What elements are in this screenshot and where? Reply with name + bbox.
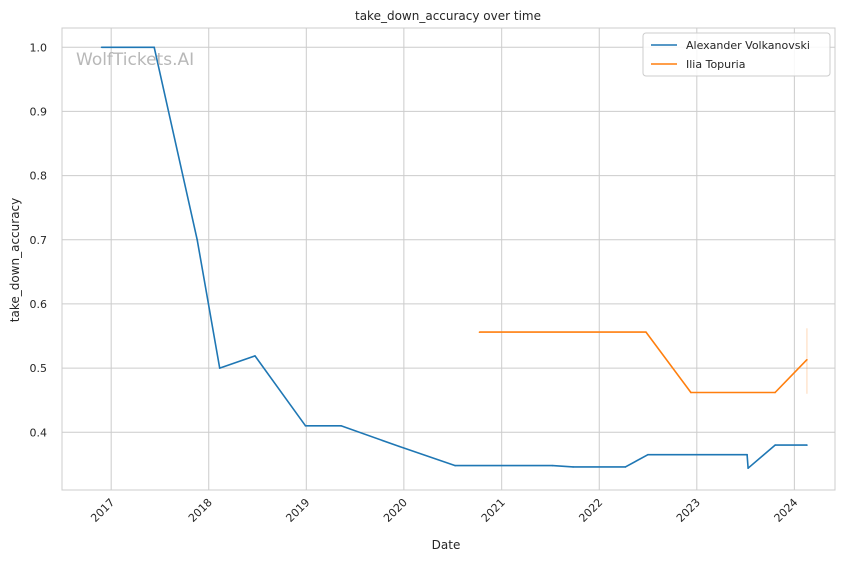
data-point-alexander-volkanovski	[218, 367, 221, 369]
y-tick-label: 0.6	[30, 298, 48, 311]
data-point-alexander-volkanovski	[254, 355, 256, 357]
data-point-alexander-volkanovski	[624, 466, 627, 468]
data-point-alexander-volkanovski	[398, 445, 400, 448]
legend-label-alexander-volkanovski: Alexander Volkanovski	[686, 39, 810, 52]
y-tick-label: 0.8	[30, 170, 48, 183]
data-point-ilia-topuria	[806, 358, 808, 361]
data-point-alexander-volkanovski	[746, 453, 748, 456]
data-point-alexander-volkanovski	[572, 466, 574, 468]
data-point-alexander-volkanovski	[806, 444, 808, 446]
data-point-ilia-topuria	[478, 331, 481, 333]
y-tick-label: 0.4	[30, 426, 48, 439]
data-point-alexander-volkanovski	[304, 425, 307, 427]
legend: Alexander Volkanovski Ilia Topuria	[642, 32, 831, 77]
data-point-alexander-volkanovski	[196, 238, 199, 241]
data-point-ilia-topuria	[645, 331, 647, 333]
watermark-text: WolfTickets.AI	[76, 50, 194, 70]
y-tick-label: 1.0	[30, 41, 48, 54]
data-point-alexander-volkanovski	[454, 464, 456, 467]
data-point-ilia-topuria	[690, 391, 692, 394]
data-point-alexander-volkanovski	[647, 453, 649, 456]
y-tick-label: 0.5	[30, 362, 48, 375]
y-tick-label: 0.7	[30, 234, 48, 247]
data-point-alexander-volkanovski	[340, 425, 342, 427]
data-point-ilia-topuria	[774, 391, 776, 394]
data-point-alexander-volkanovski	[100, 46, 103, 49]
x-axis-label: Date	[432, 538, 461, 552]
y-tick-labels: 0.4 0.5 0.6 0.7 0.8 0.9 1.0	[30, 41, 48, 439]
chart-title: take_down_accuracy over time	[355, 9, 541, 23]
plot-frame	[61, 27, 836, 491]
y-axis-label: take_down_accuracy	[8, 198, 22, 322]
data-point-alexander-volkanovski	[774, 444, 776, 446]
legend-label-ilia-topuria: Ilia Topuria	[686, 58, 745, 71]
data-point-alexander-volkanovski	[551, 464, 554, 467]
y-tick-label: 0.9	[30, 105, 48, 118]
data-point-alexander-volkanovski	[153, 46, 156, 49]
grid	[62, 28, 835, 490]
data-point-alexander-volkanovski	[747, 467, 749, 469]
series-layer	[100, 46, 808, 470]
legend-box	[642, 32, 831, 77]
